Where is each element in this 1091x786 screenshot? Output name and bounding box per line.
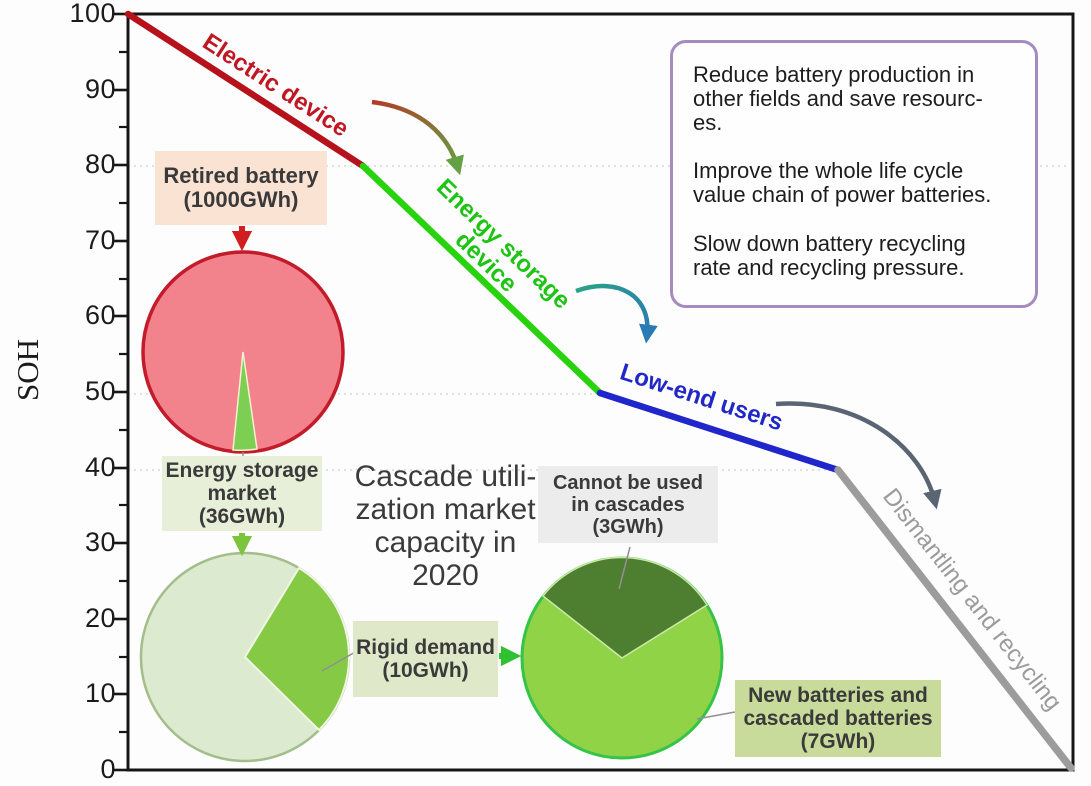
energy-storage-market-label: Energy storage market (36GWh) <box>162 456 322 531</box>
segment-low-end-users <box>596 389 842 474</box>
ytick-80: 80 <box>84 148 116 179</box>
ytick-60: 60 <box>84 299 116 330</box>
leader-wedge-to-rigid-demand <box>321 650 358 672</box>
segment-energy-storage-device <box>359 162 604 397</box>
info-paragraph-2: Improve the whole life cycle value chain… <box>693 158 992 207</box>
soh-curve <box>124 10 1075 772</box>
ytick-0: 0 <box>100 753 116 784</box>
segment-dismantling-recycling <box>834 466 1075 772</box>
ytick-100: 100 <box>69 0 116 28</box>
pie-rigid-demand <box>520 556 724 760</box>
arrow-electric-to-storage <box>371 99 464 176</box>
ytick-40: 40 <box>84 451 116 482</box>
retired-battery-label: Retired battery (1000GWh) <box>155 151 327 225</box>
ytick-90: 90 <box>84 73 116 104</box>
cascade-utilization-title: Cascade utili- zation market capacity in… <box>354 460 537 592</box>
ytick-70: 70 <box>84 224 116 255</box>
leader-pie-to-new-batteries-label <box>696 711 736 720</box>
pie-retired-battery <box>141 250 345 454</box>
y-axis-minor-ticks <box>119 50 128 734</box>
new-batteries-label: New batteries and cascaded batteries (7G… <box>735 680 941 757</box>
arrow-lowend-to-dismantling <box>775 401 942 510</box>
cannot-be-used-label: Cannot be used in cascades (3GWh) <box>538 466 718 543</box>
pie-energy-storage-market <box>139 551 351 763</box>
ytick-20: 20 <box>84 602 116 633</box>
arrow-storage-to-lowend <box>575 283 658 344</box>
info-paragraph-3: Slow down battery recycling rate and rec… <box>693 230 966 280</box>
pie-retired-battery-storage-sliver <box>232 351 258 452</box>
segment-electric-device <box>124 10 367 170</box>
pie-storage-market-rigid-demand-slice <box>243 566 351 732</box>
benefits-info-box: Reduce battery production in other field… <box>670 40 1038 308</box>
info-paragraph-1: Reduce battery production in other field… <box>693 62 983 135</box>
ytick-10: 10 <box>84 677 116 708</box>
rigid-demand-label: Rigid demand (10GWh) <box>353 621 498 697</box>
ytick-50: 50 <box>84 375 116 406</box>
leader-cannot-label-to-wedge <box>618 546 631 590</box>
ytick-30: 30 <box>84 526 116 557</box>
